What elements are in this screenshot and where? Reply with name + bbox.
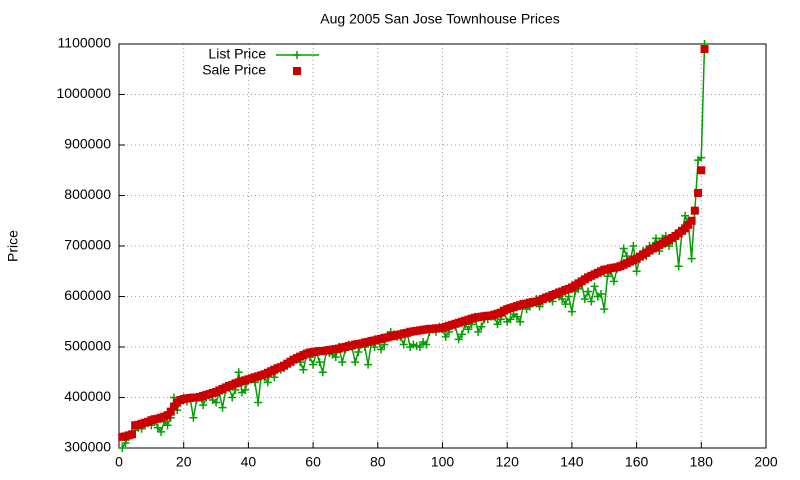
point-marker xyxy=(629,242,638,250)
chart-title: Aug 2005 San Jose Townhouse Prices xyxy=(320,11,559,27)
legend-label: List Price xyxy=(208,46,266,62)
point-marker xyxy=(189,413,198,422)
point-marker xyxy=(697,153,706,162)
legend-label: Sale Price xyxy=(202,62,266,78)
x-tick-label: 180 xyxy=(690,454,714,470)
point-marker xyxy=(228,393,237,402)
point-marker xyxy=(697,166,706,175)
x-tick-label: 40 xyxy=(241,454,257,470)
point-marker xyxy=(163,421,172,430)
point-marker xyxy=(687,216,696,225)
point-marker xyxy=(632,267,641,276)
point-marker xyxy=(619,244,628,253)
point-marker xyxy=(166,407,175,416)
point-marker xyxy=(694,188,703,197)
x-tick-label: 200 xyxy=(754,454,778,470)
point-marker xyxy=(464,325,473,334)
x-tick-label: 20 xyxy=(176,454,192,470)
x-tick-label: 120 xyxy=(496,454,520,470)
point-marker xyxy=(415,343,424,351)
y-axis-label: Price xyxy=(5,230,21,262)
x-tick-label: 160 xyxy=(625,454,649,470)
point-marker xyxy=(690,206,699,215)
point-marker xyxy=(315,358,324,367)
point-marker xyxy=(584,287,593,296)
point-marker xyxy=(254,398,263,407)
point-marker xyxy=(681,211,690,220)
point-marker xyxy=(587,297,596,306)
point-marker xyxy=(493,320,502,329)
point-marker xyxy=(157,427,166,436)
y-tick-label: 800000 xyxy=(64,186,111,202)
legend-marker xyxy=(293,67,301,75)
point-marker xyxy=(153,423,162,432)
y-tick-label: 600000 xyxy=(64,287,111,303)
point-marker xyxy=(687,254,696,263)
point-marker xyxy=(338,358,347,367)
point-marker xyxy=(212,398,221,407)
point-marker xyxy=(169,402,178,411)
y-tick-label: 1000000 xyxy=(56,85,111,101)
point-marker xyxy=(700,45,709,54)
point-marker xyxy=(674,262,683,271)
y-tick-label: 1100000 xyxy=(58,35,112,51)
point-marker xyxy=(263,378,272,387)
point-marker xyxy=(241,385,250,394)
x-tick-label: 0 xyxy=(115,454,123,470)
point-marker xyxy=(454,335,463,344)
plot-border xyxy=(118,43,767,449)
point-marker xyxy=(351,358,360,367)
point-marker xyxy=(684,220,693,229)
point-marker xyxy=(512,312,521,321)
y-tick-label: 500000 xyxy=(64,338,111,354)
point-marker xyxy=(318,368,327,377)
x-tick-label: 100 xyxy=(431,454,455,470)
point-marker xyxy=(364,360,373,369)
point-marker xyxy=(127,430,136,439)
point-marker xyxy=(597,289,606,298)
legend-marker xyxy=(293,51,301,59)
point-marker xyxy=(457,330,466,339)
x-tick-label: 60 xyxy=(305,454,321,470)
point-marker xyxy=(561,300,570,309)
point-marker xyxy=(309,360,318,369)
point-marker xyxy=(474,327,483,336)
series-line xyxy=(121,43,706,449)
point-marker xyxy=(609,277,618,286)
point-marker xyxy=(399,340,408,349)
y-tick-label: 700000 xyxy=(64,237,111,253)
point-marker xyxy=(422,340,431,349)
point-marker xyxy=(506,315,515,324)
point-marker xyxy=(600,305,609,314)
point-marker xyxy=(218,403,227,412)
point-marker xyxy=(590,282,599,291)
point-marker xyxy=(580,295,589,304)
y-tick-label: 300000 xyxy=(64,439,111,455)
point-marker xyxy=(299,365,308,374)
point-marker xyxy=(477,322,486,331)
point-marker xyxy=(118,444,127,452)
point-marker xyxy=(377,345,386,354)
point-marker xyxy=(354,348,363,357)
x-tick-label: 80 xyxy=(370,454,386,470)
point-marker xyxy=(567,307,576,316)
point-marker xyxy=(199,401,208,410)
x-tick-label: 140 xyxy=(560,454,584,470)
y-tick-label: 400000 xyxy=(64,388,111,404)
point-marker xyxy=(441,332,450,341)
y-tick-label: 900000 xyxy=(64,136,111,152)
point-marker xyxy=(234,368,243,377)
point-marker xyxy=(516,317,525,326)
point-marker xyxy=(331,353,340,362)
